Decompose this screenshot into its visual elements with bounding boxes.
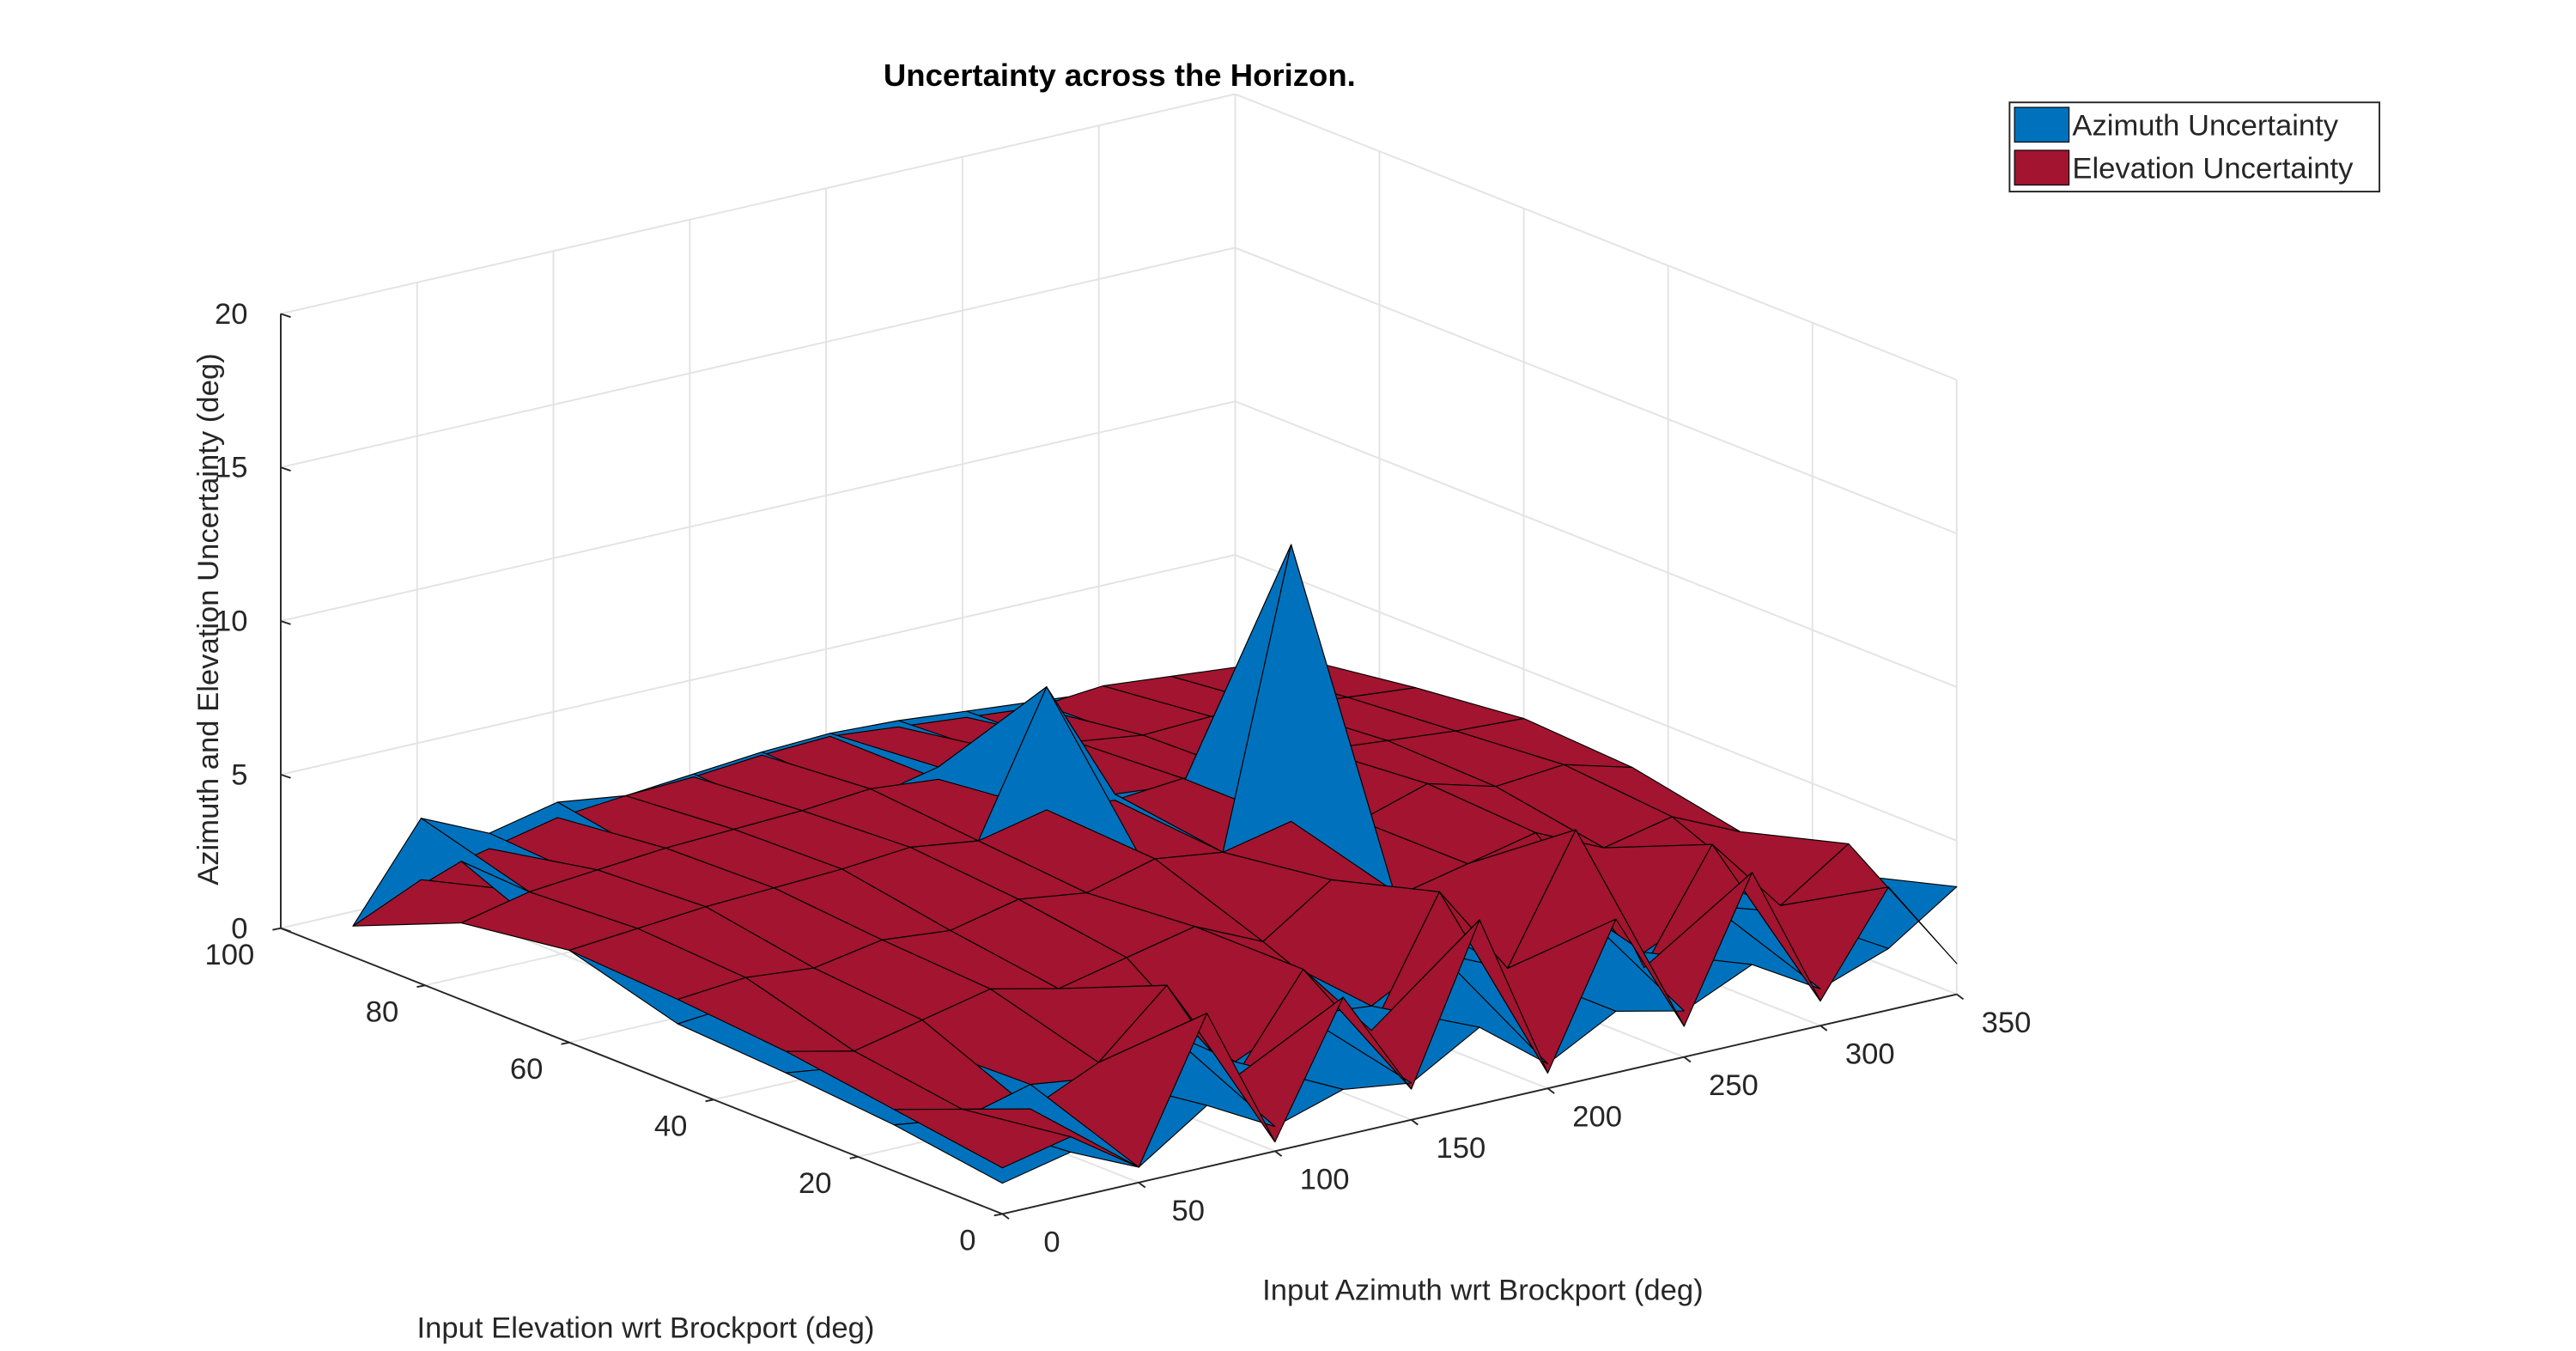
z-tick-label: 10 — [215, 606, 248, 638]
x-tick — [1683, 1056, 1692, 1063]
x-tick — [1546, 1087, 1555, 1094]
z-tick-label: 20 — [215, 298, 248, 331]
z-tick — [280, 927, 291, 933]
legend: Azimuth Uncertainty Elevation Uncertainty — [2008, 101, 2381, 193]
z-tick-label: 5 — [231, 758, 247, 791]
grid-line — [1235, 400, 1958, 688]
legend-swatch — [2014, 106, 2070, 143]
y-axis — [280, 927, 1003, 1215]
x-axis — [1002, 993, 1958, 1215]
y-tick — [705, 1098, 714, 1103]
y-axis-label: Input Elevation wrt Brockport (deg) — [417, 1312, 875, 1345]
y-tick-label: 80 — [366, 996, 399, 1029]
x-tick — [1411, 1119, 1419, 1126]
x-tick-label: 250 — [1709, 1069, 1759, 1102]
z-tick — [280, 773, 291, 779]
x-tick-label: 200 — [1572, 1100, 1622, 1133]
y-tick — [993, 1213, 1003, 1217]
z-tick-label: 15 — [215, 452, 248, 484]
chart-title: Uncertainty across the Horizon. — [884, 58, 1356, 93]
z-axis-label: Azimuth and Elevation Uncertainty (deg) — [192, 353, 225, 885]
x-tick-label: 150 — [1436, 1132, 1485, 1165]
x-tick-label: 100 — [1300, 1164, 1350, 1196]
y-tick-label: 40 — [654, 1111, 687, 1143]
x-tick-label: 0 — [1043, 1226, 1060, 1259]
grid-line — [1235, 554, 1958, 842]
y-tick — [416, 984, 426, 989]
x-tick — [1138, 1182, 1146, 1189]
legend-swatch — [2014, 149, 2070, 186]
grid-line — [280, 554, 1236, 776]
y-tick-label: 20 — [799, 1167, 832, 1200]
surface-patch — [893, 1108, 1072, 1169]
z-tick — [280, 466, 291, 472]
y-tick — [849, 1155, 859, 1159]
y-tick-label: 100 — [204, 939, 254, 971]
y-tick-label: 0 — [959, 1225, 975, 1257]
x-tick-label: 350 — [1982, 1007, 2032, 1039]
grid-line — [280, 400, 1236, 622]
grid-line — [280, 246, 1236, 469]
y-tick-label: 60 — [510, 1053, 544, 1086]
z-tick-label: 0 — [231, 912, 247, 945]
x-tick — [1820, 1025, 1828, 1032]
grid-line — [1235, 93, 1958, 381]
x-axis-label: Input Azimuth wrt Brockport (deg) — [1262, 1274, 1704, 1306]
grid-line — [1235, 246, 1958, 535]
grid-line — [280, 93, 1236, 315]
legend-box — [2008, 101, 2381, 193]
x-tick-label: 50 — [1172, 1195, 1206, 1227]
y-tick — [561, 1041, 570, 1045]
x-tick-label: 300 — [1845, 1038, 1895, 1070]
legend-label: Azimuth Uncertainty — [2072, 110, 2338, 143]
x-tick — [1956, 993, 1965, 1001]
x-tick — [1001, 1213, 1010, 1220]
legend-label: Elevation Uncertainty — [2072, 153, 2354, 186]
x-tick — [1274, 1150, 1283, 1157]
y-tick — [272, 927, 282, 931]
z-tick — [280, 620, 291, 625]
z-tick — [280, 313, 291, 319]
